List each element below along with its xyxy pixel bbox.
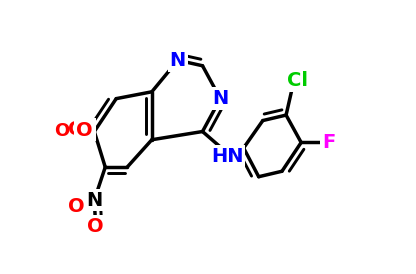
Text: O: O (68, 120, 85, 139)
Text: O: O (78, 120, 94, 139)
Text: Cl: Cl (287, 71, 307, 90)
Text: O: O (54, 122, 69, 140)
Text: N: N (212, 89, 228, 108)
Text: O: O (68, 197, 85, 216)
Text: HN: HN (211, 147, 243, 166)
Text: N: N (86, 190, 102, 210)
Text: O: O (77, 121, 93, 140)
Text: F: F (322, 133, 335, 152)
Text: N: N (170, 51, 186, 70)
Text: O: O (87, 216, 104, 236)
